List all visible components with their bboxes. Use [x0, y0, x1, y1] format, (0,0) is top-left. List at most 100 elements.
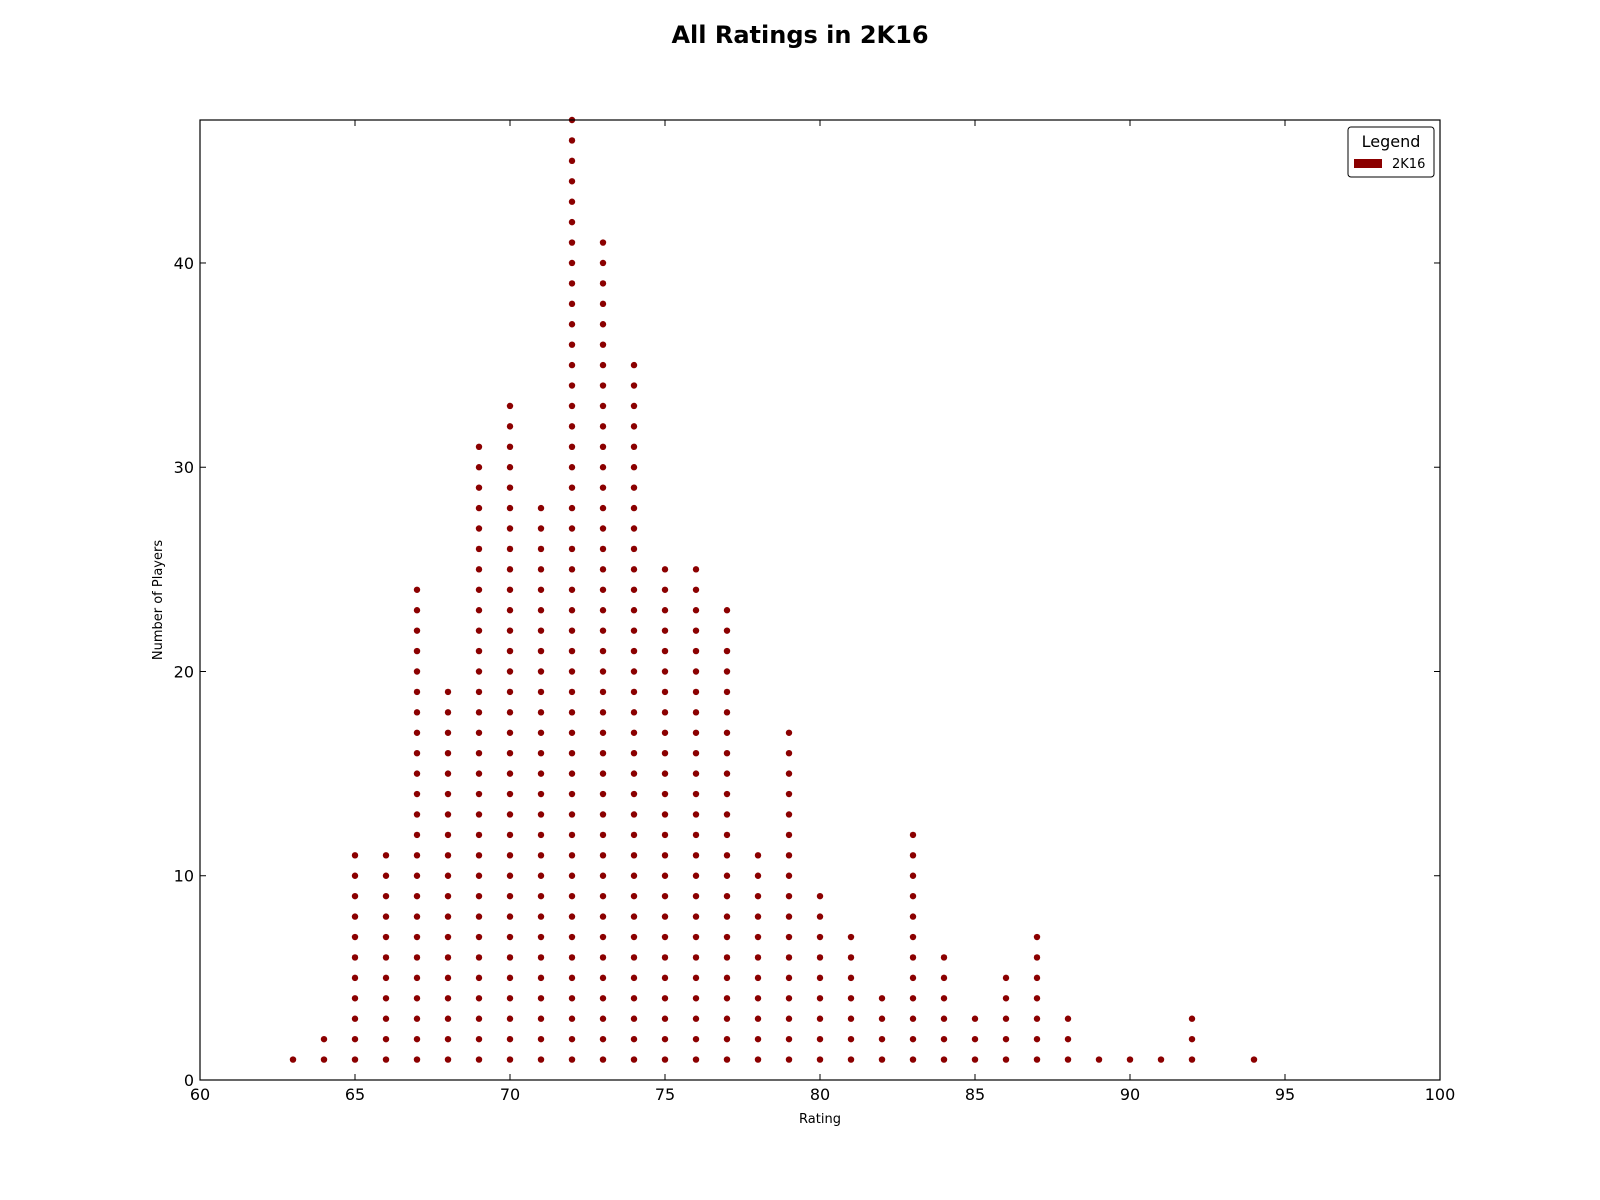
data-point: [599, 464, 607, 471]
data-point: [568, 872, 576, 879]
data-point: [599, 995, 607, 1002]
data-point: [1033, 995, 1041, 1002]
data-point: [1002, 1035, 1010, 1043]
data-point: [847, 995, 855, 1002]
data-point: [630, 749, 638, 757]
data-point: [568, 341, 576, 348]
data-point: [537, 607, 545, 614]
data-point: [909, 995, 917, 1002]
data-point: [661, 852, 669, 859]
data-point: [1126, 1056, 1134, 1063]
data-point: [661, 1056, 669, 1063]
data-point: [537, 913, 545, 920]
data-point: [537, 831, 545, 839]
data-point: [537, 729, 545, 736]
data-point: [444, 749, 452, 757]
data-point: [692, 933, 700, 941]
data-point: [723, 688, 731, 696]
data-point: [568, 464, 576, 471]
data-point: [599, 668, 607, 675]
data-point: [692, 770, 700, 777]
data-point: [1064, 1056, 1072, 1063]
data-point: [475, 831, 483, 839]
data-point: [754, 913, 762, 920]
data-point: [692, 811, 700, 818]
y-axis-label: Number of Players: [151, 540, 166, 660]
data-point: [661, 954, 669, 961]
data-point: [413, 627, 421, 634]
data-point: [1188, 1056, 1196, 1063]
data-point: [723, 892, 731, 900]
data-point: [568, 157, 576, 165]
data-point: [754, 1056, 762, 1063]
legend: Legend 2K16: [1347, 126, 1435, 178]
data-point: [506, 504, 514, 512]
data-point: [599, 688, 607, 696]
data-point: [692, 566, 700, 573]
data-point: [630, 627, 638, 634]
data-point: [475, 607, 483, 614]
data-point: [785, 811, 793, 818]
data-point: [661, 1035, 669, 1043]
data-point: [785, 1015, 793, 1022]
data-point: [568, 647, 576, 655]
data-point: [816, 892, 824, 900]
data-point: [537, 1035, 545, 1043]
x-axis-label: Rating: [799, 1112, 841, 1127]
data-point: [599, 872, 607, 879]
data-point: [785, 852, 793, 859]
data-point: [909, 974, 917, 982]
data-point: [816, 1056, 824, 1063]
data-point: [537, 811, 545, 818]
data-point: [413, 954, 421, 961]
data-point: [661, 974, 669, 982]
data-point: [444, 709, 452, 716]
data-point: [413, 709, 421, 716]
data-point: [568, 566, 576, 573]
data-point: [599, 749, 607, 757]
data-point: [692, 913, 700, 920]
data-point: [630, 1035, 638, 1043]
data-point: [568, 137, 576, 144]
data-point: [723, 627, 731, 634]
data-point: [661, 995, 669, 1002]
data-point: [630, 790, 638, 798]
data-point: [351, 954, 359, 961]
data-point: [1033, 1035, 1041, 1043]
data-point: [444, 913, 452, 920]
data-point: [599, 259, 607, 267]
data-point: [506, 566, 514, 573]
data-point: [506, 586, 514, 593]
data-point: [909, 892, 917, 900]
data-point: [630, 954, 638, 961]
data-point: [506, 402, 514, 410]
data-point: [475, 464, 483, 471]
data-point: [289, 1056, 297, 1063]
data-point: [506, 709, 514, 716]
data-point: [847, 933, 855, 941]
data-point: [506, 1035, 514, 1043]
data-point: [475, 1035, 483, 1043]
data-point: [475, 709, 483, 716]
data-point: [599, 770, 607, 777]
data-point: [444, 1035, 452, 1043]
data-point: [599, 504, 607, 512]
data-point: [661, 933, 669, 941]
data-point: [630, 852, 638, 859]
data-point: [847, 1056, 855, 1063]
data-point: [940, 1015, 948, 1022]
data-point: [692, 709, 700, 716]
data-point: [754, 933, 762, 941]
data-point: [506, 484, 514, 491]
data-point: [475, 566, 483, 573]
data-point: [1002, 1015, 1010, 1022]
data-point: [1002, 995, 1010, 1002]
data-point: [568, 280, 576, 287]
data-point: [568, 300, 576, 308]
data-point: [909, 913, 917, 920]
data-point: [661, 831, 669, 839]
data-point: [599, 300, 607, 308]
data-point: [630, 361, 638, 369]
data-point: [754, 995, 762, 1002]
data-point: [692, 729, 700, 736]
